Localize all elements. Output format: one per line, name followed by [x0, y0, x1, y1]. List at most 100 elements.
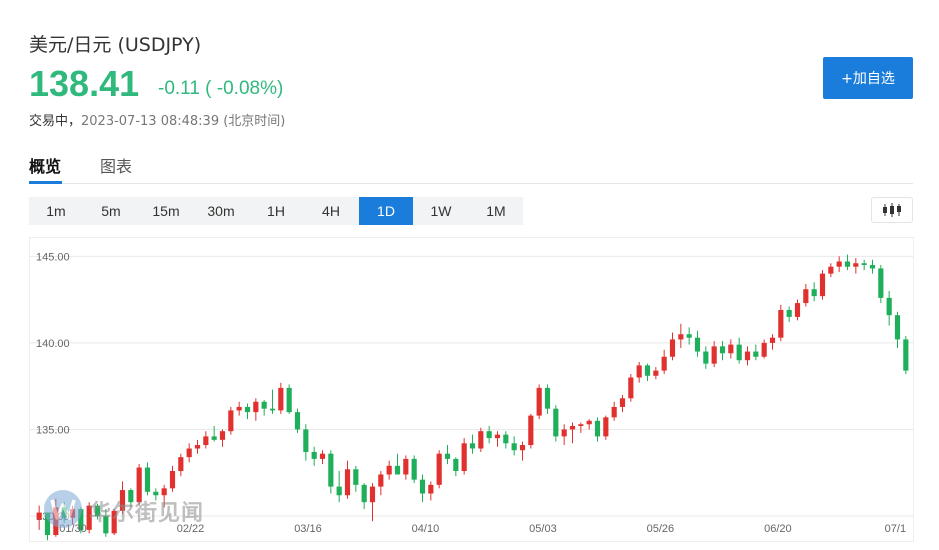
candle-body — [336, 486, 342, 496]
candle-body — [578, 424, 584, 426]
candle-body — [203, 436, 209, 446]
candle-body — [511, 443, 517, 451]
price-change: -0.11 ( -0.08%) — [158, 78, 284, 99]
candle-body — [428, 484, 434, 494]
candle-body — [286, 387, 292, 413]
candlestick-icon — [883, 203, 901, 217]
candle-body — [494, 434, 501, 439]
period-4h-button[interactable]: 4H — [322, 203, 340, 219]
candle-body — [311, 451, 317, 459]
candle-body — [836, 261, 842, 267]
candle-body — [686, 334, 692, 338]
candle-body — [628, 377, 634, 399]
candle-body — [528, 415, 534, 446]
trading-status-label: 交易中， — [29, 114, 82, 129]
candle-body — [178, 457, 184, 472]
candle-body — [669, 339, 676, 357]
watermark-text: 华尔街见闻 — [89, 500, 205, 526]
candle-body — [894, 315, 901, 340]
candle-body — [453, 458, 459, 472]
period-selector: 1m 5m 15m 30m 1H 4H 1D 1W 1M — [29, 197, 523, 225]
candle-body — [703, 351, 709, 364]
tab-chart[interactable]: 图表 — [100, 157, 133, 176]
candle-body — [786, 309, 792, 317]
candle-body — [886, 297, 892, 316]
period-1mo-button[interactable]: 1M — [486, 203, 506, 219]
candle-body — [844, 261, 851, 267]
x-tick-label: 04/10 — [412, 523, 440, 535]
candle-body — [436, 453, 442, 485]
candle-body — [619, 398, 626, 407]
candle-body — [119, 490, 126, 511]
candle-body — [94, 505, 101, 517]
candle-body — [261, 401, 267, 409]
candle-body — [169, 471, 176, 489]
candle-body — [444, 453, 451, 459]
period-5m-button[interactable]: 5m — [101, 203, 121, 219]
chart-type-button[interactable] — [871, 197, 913, 223]
candle-body — [744, 351, 751, 361]
candle-body — [778, 309, 784, 338]
candle-body — [478, 431, 484, 449]
candle-body — [544, 387, 551, 409]
candle-body — [161, 488, 167, 496]
period-1m-button[interactable]: 1m — [46, 203, 66, 219]
candle-body — [78, 509, 84, 530]
candle-body — [86, 505, 92, 530]
candle-body — [186, 448, 192, 458]
y-tick-label: 145.00 — [36, 251, 70, 263]
candle-body — [403, 458, 409, 475]
candle-body — [736, 344, 742, 361]
candle-body — [869, 264, 876, 269]
candle-body — [753, 351, 759, 357]
candle-body — [594, 420, 601, 437]
candle-body — [503, 434, 509, 444]
period-15m-button[interactable]: 15m — [152, 203, 180, 219]
candlestick-chart[interactable]: 130.00135.00140.00145.0001/3002/2203/160… — [29, 237, 913, 542]
candle-body — [519, 445, 526, 451]
candle-body — [411, 458, 417, 480]
candle-body — [728, 344, 734, 354]
candle-body — [394, 465, 401, 475]
candle-body — [244, 406, 251, 413]
x-tick-label: 05/26 — [647, 523, 675, 535]
trading-status: 交易中，2023-07-13 08:48:39 (北京时间) — [29, 110, 285, 129]
add-watchlist-button[interactable]: +加自选 — [823, 57, 913, 99]
candle-body — [269, 408, 276, 411]
candle-body — [636, 365, 642, 378]
y-tick-label: 140.00 — [36, 338, 70, 350]
candle-body — [103, 516, 109, 534]
candle-body — [486, 431, 492, 439]
candle-body — [111, 510, 117, 534]
tab-overview[interactable]: 概览 — [29, 157, 62, 176]
candle-body — [36, 512, 42, 520]
x-tick-label: 02/22 — [177, 523, 205, 535]
candle-body — [361, 484, 367, 503]
x-tick-label: 07/1 — [885, 523, 906, 535]
candle-body — [561, 429, 567, 437]
candle-body — [811, 289, 817, 297]
candle-body — [661, 356, 667, 371]
candle-body — [44, 512, 51, 536]
period-1d-button[interactable]: 1D — [359, 197, 413, 225]
candle-body — [819, 273, 826, 297]
candle-body — [136, 467, 142, 503]
candle-body — [328, 453, 334, 487]
candle-body — [419, 479, 426, 494]
candle-body — [294, 412, 301, 430]
period-30m-button[interactable]: 30m — [207, 203, 235, 219]
candle-body — [303, 429, 309, 452]
candle-body — [344, 469, 351, 496]
watermark: 华尔街见闻 — [43, 489, 203, 529]
period-1w-button[interactable]: 1W — [430, 203, 452, 219]
candle-body — [228, 410, 234, 432]
period-1h-button[interactable]: 1H — [267, 203, 285, 219]
candle-body — [236, 406, 242, 411]
candle-body — [586, 420, 592, 425]
candle-body — [253, 401, 259, 413]
view-tabs: 概览 图表 — [29, 150, 913, 184]
candle-body — [853, 263, 859, 267]
candle-body — [711, 346, 717, 364]
candle-body — [128, 490, 134, 503]
